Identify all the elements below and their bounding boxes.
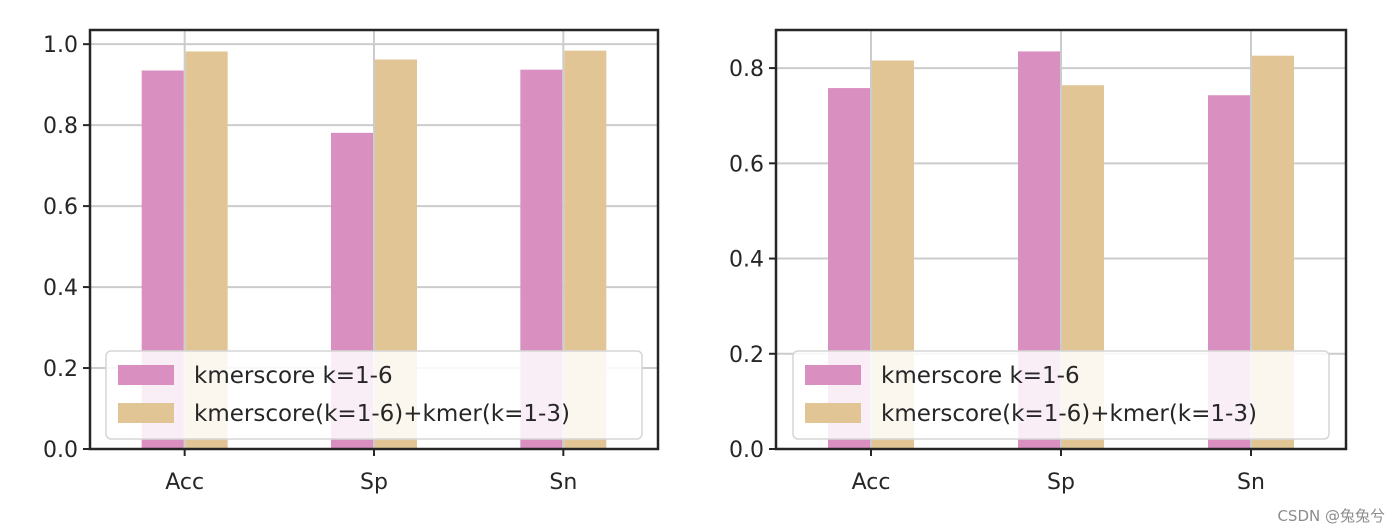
legend-swatch	[805, 403, 861, 423]
legend-label: kmerscore k=1-6	[194, 363, 393, 389]
y-tick-label: 0.8	[43, 114, 78, 139]
y-tick-label: 0.4	[43, 276, 78, 301]
legend-label: kmerscore(k=1-6)+kmer(k=1-3)	[194, 401, 570, 427]
legend-swatch	[805, 365, 861, 385]
x-tick-label: Sn	[549, 470, 577, 495]
right-bar-chart: kmerscore k=1-6 kmerscore(k=1-6)+kmer(k=1…	[729, 28, 1348, 495]
y-tick-label: 0.0	[729, 438, 764, 463]
legend-label: kmerscore k=1-6	[881, 363, 1080, 389]
y-tick-label: 0.4	[729, 248, 764, 273]
csdn-watermark: CSDN @兔兔兮	[1277, 507, 1385, 525]
x-tick-label: Acc	[852, 470, 891, 495]
y-tick-label: 0.6	[43, 195, 78, 220]
legend-label: kmerscore(k=1-6)+kmer(k=1-3)	[881, 401, 1257, 427]
legend-box	[792, 350, 1330, 440]
y-tick-label: 0.6	[729, 152, 764, 177]
legend-box	[105, 350, 643, 440]
y-tick-label: 1.0	[43, 33, 78, 58]
y-tick-label: 0.2	[729, 343, 764, 368]
legend-swatch	[118, 403, 174, 423]
x-tick-label: Sp	[1047, 470, 1075, 495]
x-tick-label: Sn	[1237, 470, 1265, 495]
x-tick-label: Sp	[360, 470, 388, 495]
y-tick-label: 0.2	[43, 357, 78, 382]
left-bar-chart: kmerscore k=1-6 kmerscore(k=1-6)+kmer(k=1…	[43, 28, 660, 495]
y-tick-label: 0.0	[43, 438, 78, 463]
legend-swatch	[118, 365, 174, 385]
y-tick-label: 0.8	[729, 57, 764, 82]
x-tick-label: Acc	[165, 470, 204, 495]
